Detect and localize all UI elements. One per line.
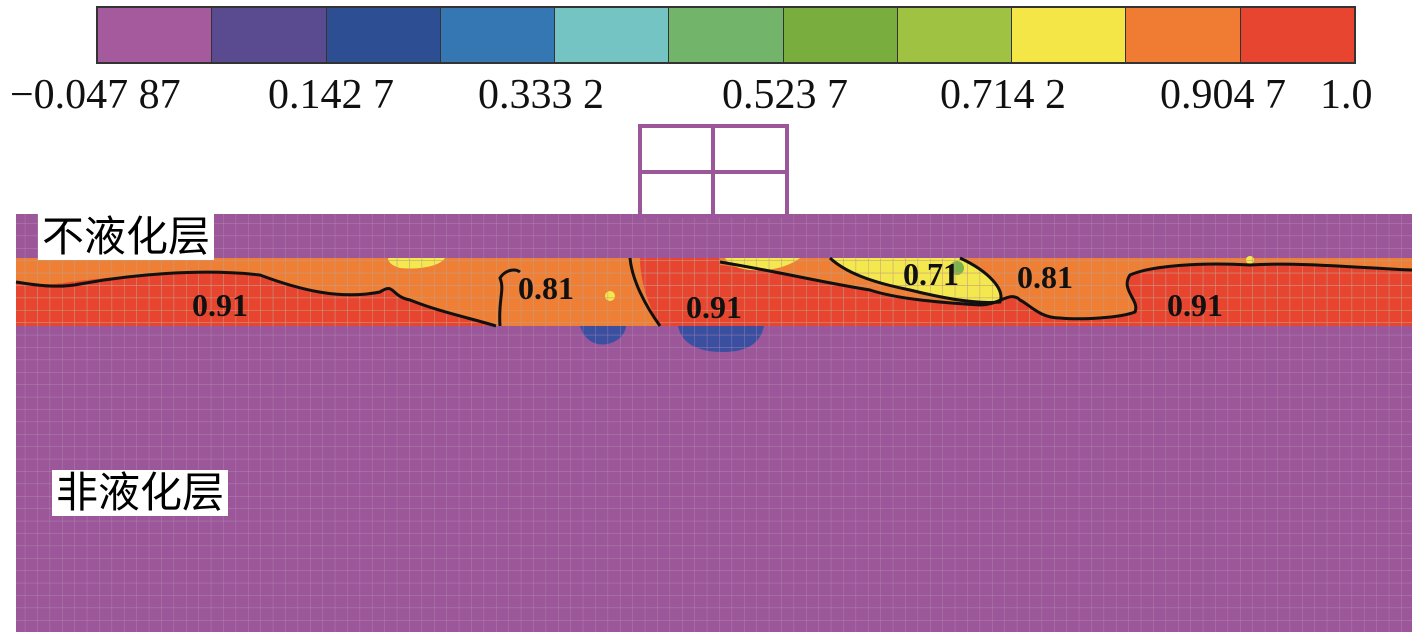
contour-label-1: 0.91 [192, 287, 248, 323]
legend-color-bar [96, 6, 1356, 64]
grid-overlay-layer [16, 258, 1412, 326]
legend-swatch-4 [440, 8, 556, 62]
legend-swatch-6 [669, 8, 784, 62]
top-layer-label: 不液化层 [38, 214, 215, 260]
contour-label-6: 0.91 [1167, 287, 1223, 323]
legend-tick-1: −0.047 87 [10, 72, 181, 118]
legend-tick-4: 0.523 7 [722, 72, 848, 118]
contour-label-4: 0.71 [903, 256, 959, 292]
contour-label-3: 0.91 [686, 289, 742, 325]
legend-swatch-3 [326, 8, 441, 62]
contour-lines [15, 256, 1413, 328]
legend-tick-5: 0.714 2 [940, 72, 1066, 118]
contour-label-2: 0.81 [518, 270, 574, 306]
contour-label-5: 0.81 [1017, 259, 1073, 295]
legend-swatch-7 [783, 8, 898, 62]
legend-swatch-9 [1012, 8, 1127, 62]
legend-swatch-8 [897, 8, 1013, 62]
legend-tick-7: 1.0 [1320, 72, 1373, 118]
legend-tick-3: 0.333 2 [478, 72, 604, 118]
legend-swatch-10 [1126, 8, 1241, 62]
legend-tick-2: 0.142 7 [268, 72, 394, 118]
legend-tick-6: 0.904 7 [1160, 72, 1286, 118]
superstructure [638, 124, 789, 218]
legend-swatch-11 [1240, 8, 1354, 62]
legend-swatch-5 [555, 8, 670, 62]
legend-swatch-2 [212, 8, 327, 62]
legend-swatch-1 [98, 8, 213, 62]
bottom-layer-label: 非液化层 [52, 470, 229, 516]
